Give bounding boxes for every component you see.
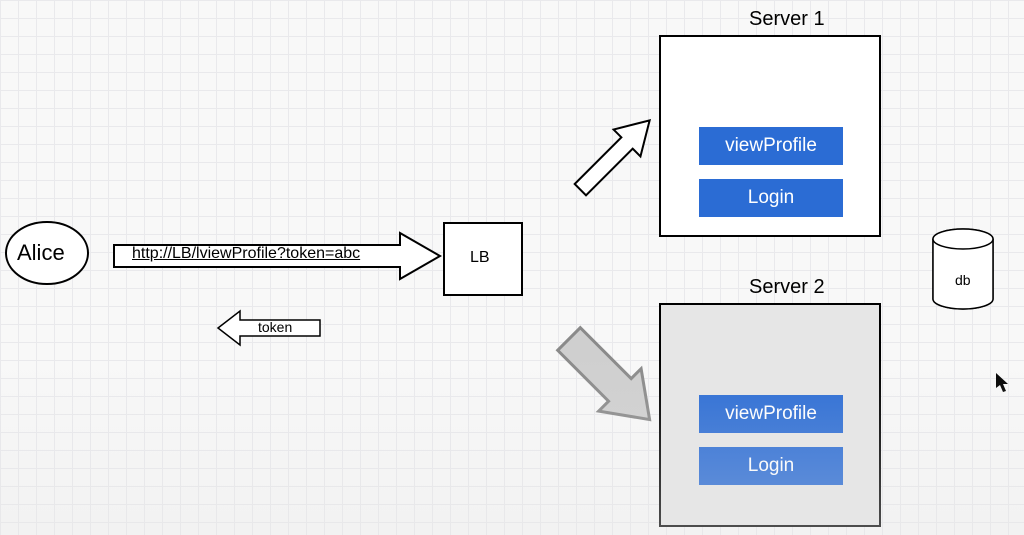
server1-title: Server 1 [749, 8, 825, 31]
arrow-to-server2 [550, 320, 670, 440]
lb-label: LB [470, 249, 490, 267]
token-label: token [258, 319, 292, 335]
db-label: db [955, 272, 971, 288]
alice-label: Alice [17, 240, 65, 266]
server2-viewprofile-button[interactable]: viewProfile [699, 395, 843, 433]
arrow-to-server1 [560, 100, 670, 210]
request-url: http://LB/lviewProfile?token=abc [132, 245, 360, 263]
server1-viewprofile-button[interactable]: viewProfile [699, 127, 843, 165]
server1-login-button[interactable]: Login [699, 179, 843, 217]
db-node [930, 227, 996, 313]
server2-login-button[interactable]: Login [699, 447, 843, 485]
server1-box: viewProfile Login [659, 35, 881, 237]
cursor-icon [996, 373, 1010, 393]
server2-title: Server 2 [749, 276, 825, 299]
server2-box: viewProfile Login [659, 303, 881, 527]
diagram-canvas: Alice http://LB/lviewProfile?token=abc t… [0, 0, 1024, 535]
